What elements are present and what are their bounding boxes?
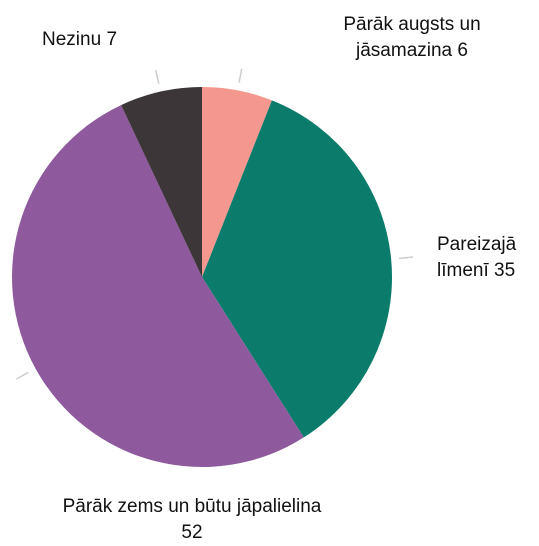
slice-label: Pārāk augsts un jāsamazina 6	[322, 12, 502, 64]
pie-slice	[121, 87, 202, 277]
category-label: Pārāk zems un būtu jāpalielina	[62, 496, 322, 517]
pie-slice	[12, 105, 304, 467]
leader-line	[15, 371, 29, 380]
pie-slice	[202, 100, 392, 438]
slice-label: Pareizajā līmenī 35	[437, 232, 537, 284]
value-label: 7	[106, 29, 118, 50]
leader-line	[238, 68, 243, 83]
value-label: 35	[494, 260, 516, 281]
value-label: 6	[457, 40, 468, 61]
category-label: Nezinu	[42, 29, 102, 50]
slice-label: Pārāk zems un būtu jāpalielina 52	[12, 494, 372, 546]
value-label: 52	[181, 522, 203, 543]
leader-line	[399, 256, 414, 260]
slice-label: Nezinu 7	[42, 27, 162, 53]
category-label: Pārāk augsts un jāsamazina	[343, 14, 481, 61]
category-label: Pareizajā līmenī	[437, 234, 517, 281]
leader-line	[155, 69, 160, 84]
pie-slice	[202, 87, 272, 277]
